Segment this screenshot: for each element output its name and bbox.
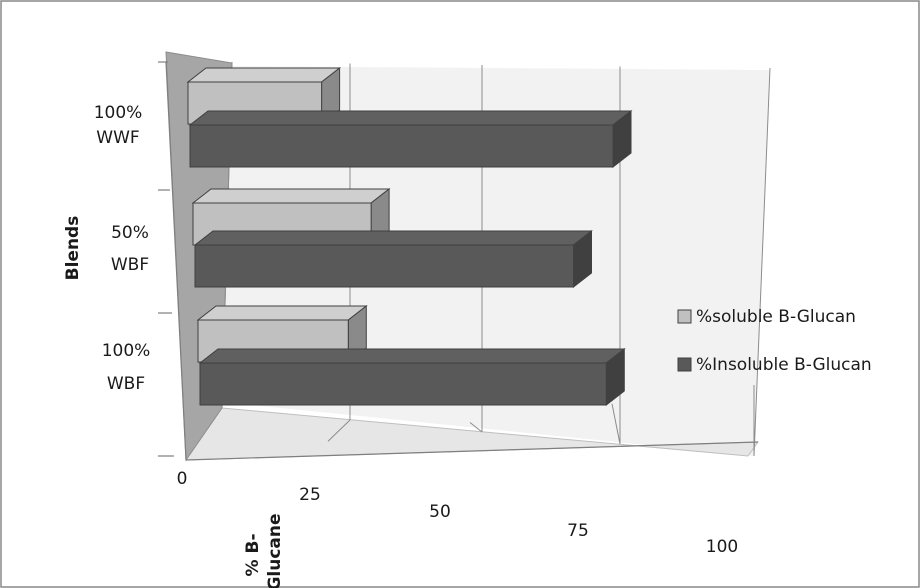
category-label: 50% WBF xyxy=(111,223,149,275)
category-label: 100% WWF xyxy=(94,103,143,148)
gridline-100 xyxy=(753,67,771,457)
axes xyxy=(158,61,759,461)
tick-labels: 0 25 50 75 100 100% WWF 50% WBF 100% WBF xyxy=(94,103,739,557)
x-tick-label-100: 100 xyxy=(706,537,738,557)
bars xyxy=(186,66,633,407)
y-axis-title: Blends xyxy=(63,216,83,281)
floor-gridline-25 xyxy=(327,419,351,442)
legend-swatch xyxy=(677,309,692,324)
legend-item: %soluble B-Glucan xyxy=(677,307,856,327)
x-tick-label-75: 75 xyxy=(567,521,589,541)
floor-gridline-0 xyxy=(185,407,223,461)
legend-item: %Insoluble B-Glucan xyxy=(677,355,872,375)
x-axis-title-line-1: % B- xyxy=(243,533,263,576)
bar-insoluble xyxy=(188,109,633,169)
x-tick-label-0: 0 xyxy=(177,469,188,489)
bar-insoluble xyxy=(193,229,593,289)
x-axis-title-line-2: Glucane xyxy=(265,513,285,588)
x-tick-label-50: 50 xyxy=(429,502,451,522)
y-axis-line xyxy=(165,61,187,461)
floor-gridline-50 xyxy=(469,422,483,433)
legend-swatch xyxy=(677,357,692,372)
bar-insoluble xyxy=(198,347,626,407)
floor-gridline-75 xyxy=(611,403,621,445)
x-axis-title: % B- Glucane xyxy=(243,513,285,588)
legend: %soluble B-Glucan %Insoluble B-Glucan xyxy=(677,307,872,375)
category-label: 100% WBF xyxy=(102,341,151,394)
legend-label: %Insoluble B-Glucan xyxy=(696,355,872,375)
x-tick-label-25: 25 xyxy=(299,485,321,505)
legend-label: %soluble B-Glucan xyxy=(696,307,856,327)
x-axis-line xyxy=(185,441,759,461)
